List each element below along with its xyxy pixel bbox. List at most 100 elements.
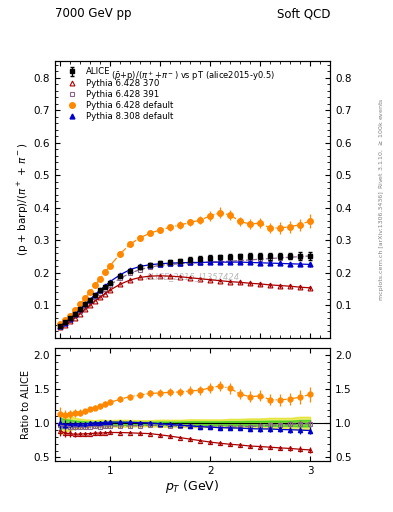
Pythia 6.428 391 [83, 303, 87, 309]
Pythia 6.428 370 [188, 274, 193, 281]
Pythia 6.428 391 [98, 290, 103, 296]
Text: Rivet 3.1.10, $\geq$ 100k events: Rivet 3.1.10, $\geq$ 100k events [377, 97, 385, 189]
Pythia 6.428 default [188, 219, 193, 225]
Pythia 6.428 391 [158, 262, 162, 268]
Pythia 6.428 391 [288, 254, 292, 260]
Pythia 6.428 default [128, 241, 132, 247]
Pythia 6.428 370 [98, 294, 103, 301]
Pythia 6.428 default [288, 224, 292, 230]
Pythia 6.428 default [218, 209, 222, 216]
Pythia 8.308 default [298, 261, 303, 267]
Pythia 6.428 default [258, 220, 263, 226]
Pythia 6.428 391 [168, 261, 173, 267]
Pythia 6.428 default [98, 275, 103, 282]
Pythia 6.428 370 [228, 279, 232, 285]
Pythia 6.428 370 [128, 277, 132, 283]
Pythia 6.428 default [308, 218, 312, 224]
Pythia 6.428 default [118, 251, 122, 257]
Pythia 6.428 370 [78, 310, 83, 316]
Pythia 6.428 391 [208, 259, 213, 265]
Pythia 6.428 370 [148, 273, 152, 279]
Pythia 6.428 370 [178, 274, 182, 280]
Line: Pythia 6.428 391: Pythia 6.428 391 [58, 253, 312, 329]
Pythia 6.428 391 [148, 264, 152, 270]
Pythia 6.428 391 [198, 260, 202, 266]
Pythia 6.428 default [108, 263, 112, 269]
Y-axis label: Ratio to ALICE: Ratio to ALICE [21, 370, 31, 439]
Pythia 6.428 370 [238, 279, 242, 285]
Pythia 6.428 default [148, 230, 152, 236]
Line: Pythia 6.428 370: Pythia 6.428 370 [58, 273, 312, 330]
Pythia 8.308 default [88, 296, 92, 303]
Pythia 6.428 default [73, 307, 77, 313]
Pythia 6.428 391 [118, 275, 122, 282]
Pythia 6.428 370 [158, 273, 162, 279]
Pythia 6.428 default [198, 217, 202, 223]
Text: mcplots.cern.ch [arXiv:1306.3436]: mcplots.cern.ch [arXiv:1306.3436] [379, 191, 384, 300]
Pythia 6.428 default [178, 222, 182, 228]
Pythia 8.308 default [128, 267, 132, 273]
Pythia 6.428 370 [278, 283, 283, 289]
Pythia 6.428 370 [308, 285, 312, 291]
Text: ($\bar{p}$+p)/($\pi^+$+$\pi^-$) vs pT (alice2015-y0.5): ($\bar{p}$+p)/($\pi^+$+$\pi^-$) vs pT (a… [110, 70, 275, 83]
Pythia 6.428 default [168, 224, 173, 230]
Pythia 8.308 default [78, 306, 83, 312]
Pythia 8.308 default [198, 260, 202, 266]
Pythia 6.428 391 [138, 267, 142, 273]
Pythia 6.428 391 [238, 258, 242, 264]
Pythia 6.428 default [208, 213, 213, 219]
Legend: ALICE, Pythia 6.428 370, Pythia 6.428 391, Pythia 6.428 default, Pythia 8.308 de: ALICE, Pythia 6.428 370, Pythia 6.428 39… [59, 66, 175, 123]
Pythia 8.308 default [93, 292, 97, 298]
Pythia 8.308 default [178, 260, 182, 266]
Pythia 8.308 default [68, 316, 72, 322]
Pythia 6.428 370 [248, 280, 252, 286]
Pythia 8.308 default [62, 319, 67, 326]
Pythia 6.428 default [62, 317, 67, 324]
Pythia 6.428 370 [168, 273, 173, 279]
Pythia 6.428 370 [83, 306, 87, 312]
Pythia 6.428 370 [288, 283, 292, 289]
Pythia 6.428 391 [218, 259, 222, 265]
Text: 7000 GeV pp: 7000 GeV pp [55, 8, 132, 20]
Pythia 8.308 default [83, 302, 87, 308]
Pythia 8.308 default [158, 261, 162, 267]
Pythia 6.428 391 [78, 308, 83, 314]
Text: ALICE_2015_I1357424: ALICE_2015_I1357424 [145, 272, 240, 282]
Pythia 6.428 370 [138, 274, 142, 281]
Pythia 6.428 default [58, 321, 62, 327]
Pythia 8.308 default [218, 259, 222, 265]
Pythia 8.308 default [188, 260, 193, 266]
Pythia 6.428 391 [62, 320, 67, 326]
Pythia 6.428 370 [68, 318, 72, 325]
Pythia 6.428 370 [198, 275, 202, 282]
Pythia 8.308 default [278, 261, 283, 267]
Pythia 8.308 default [288, 261, 292, 267]
Pythia 6.428 391 [258, 256, 263, 262]
Pythia 8.308 default [168, 260, 173, 266]
Pythia 6.428 391 [108, 282, 112, 288]
Pythia 8.308 default [118, 272, 122, 278]
Pythia 8.308 default [258, 260, 263, 266]
Pythia 6.428 370 [73, 315, 77, 321]
Pythia 6.428 default [278, 225, 283, 231]
Pythia 6.428 391 [248, 257, 252, 263]
Pythia 8.308 default [73, 311, 77, 317]
Text: Soft QCD: Soft QCD [277, 8, 330, 20]
Pythia 8.308 default [248, 260, 252, 266]
Pythia 8.308 default [138, 263, 142, 269]
Y-axis label: (p + barp)/($\pi^+$ + $\pi^-$): (p + barp)/($\pi^+$ + $\pi^-$) [16, 143, 31, 257]
Pythia 6.428 default [158, 227, 162, 233]
Pythia 6.428 default [268, 225, 272, 231]
Pythia 8.308 default [108, 279, 112, 285]
Pythia 6.428 391 [88, 298, 92, 305]
Pythia 6.428 370 [258, 281, 263, 287]
Line: Pythia 8.308 default: Pythia 8.308 default [58, 260, 312, 328]
Pythia 6.428 default [103, 269, 107, 275]
Pythia 6.428 391 [308, 253, 312, 259]
Pythia 6.428 370 [218, 278, 222, 284]
Pythia 8.308 default [308, 261, 312, 267]
Line: Pythia 6.428 default: Pythia 6.428 default [57, 210, 313, 327]
Pythia 8.308 default [58, 323, 62, 329]
Pythia 6.428 370 [62, 322, 67, 328]
Pythia 6.428 391 [228, 258, 232, 264]
